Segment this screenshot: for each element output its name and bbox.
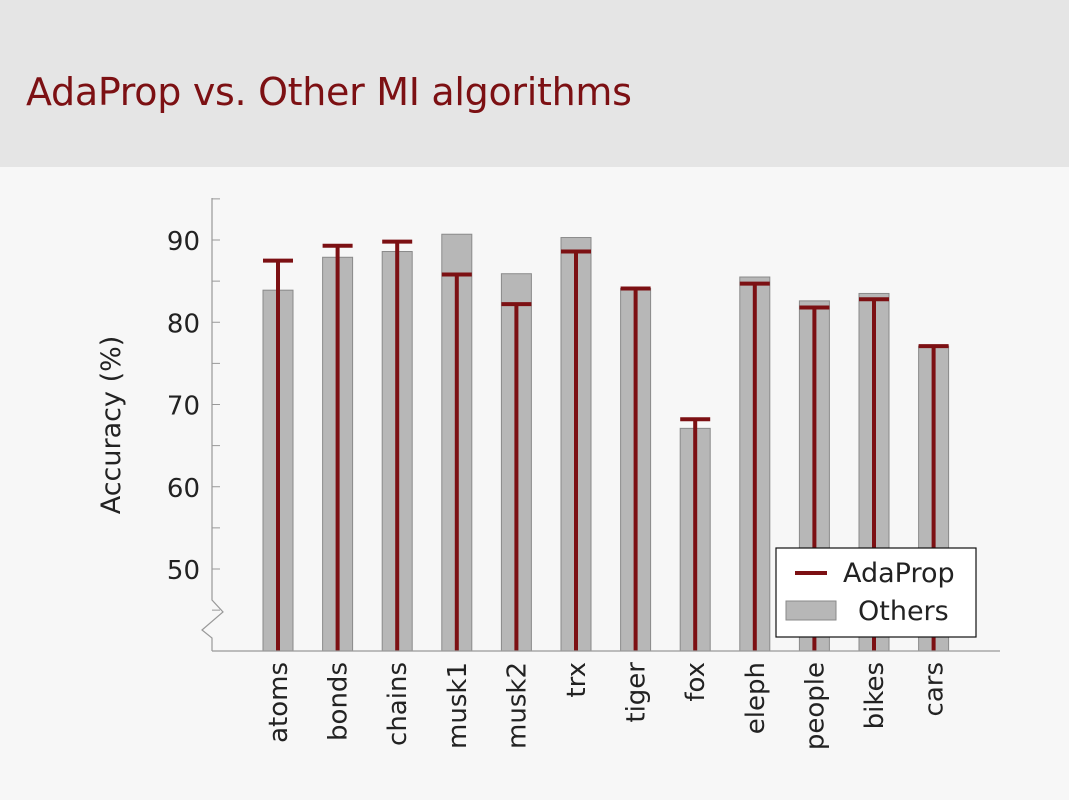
y-tick-label-50: 50 — [167, 556, 200, 586]
adaprop-mark-musk2 — [501, 302, 532, 651]
y-tick-label-80: 80 — [167, 309, 200, 339]
y-tick-label-60: 60 — [167, 474, 200, 504]
x-tick-label-musk2: musk2 — [502, 662, 532, 749]
x-tick-label-bikes: bikes — [860, 662, 890, 729]
legend-adaprop-label: AdaProp — [843, 558, 955, 589]
adaprop-mark-tiger — [620, 286, 651, 651]
x-tick-label-eleph: eleph — [741, 662, 771, 734]
x-tick-label-cars: cars — [920, 662, 950, 716]
axes-layer: 50 60 70 80 90 Accuracy (%) atoms bonds chains mu… — [96, 198, 1000, 750]
x-tick-label-musk1: musk1 — [443, 662, 473, 749]
x-tick-label-tiger: tiger — [622, 662, 652, 723]
x-tick-label-trx: trx — [562, 662, 592, 698]
legend-others-swatch — [785, 600, 837, 621]
y-tick-label-90: 90 — [167, 227, 200, 257]
legend-layer: AdaProp Others — [775, 547, 977, 638]
x-tick-label-fox: fox — [681, 662, 711, 702]
adaprop-mark-fox — [680, 417, 711, 651]
y-axis-line-with-break — [201, 198, 224, 651]
x-tick-label-bonds: bonds — [324, 662, 354, 741]
legend-others-label: Others — [858, 596, 949, 627]
x-tick-label-chains: chains — [383, 662, 413, 746]
x-tick-label-people: people — [800, 662, 830, 750]
adaprop-mark-musk1 — [441, 272, 472, 651]
adaprop-mark-atoms — [263, 258, 293, 651]
slide-header — [0, 0, 1069, 167]
slide-title: AdaProp vs. Other MI algorithms — [26, 70, 632, 114]
legend: AdaProp Others — [775, 547, 977, 638]
adaprop-mark-bonds — [322, 243, 353, 651]
y-tick-label-70: 70 — [167, 392, 200, 422]
x-tick-label-atoms: atoms — [264, 662, 294, 743]
legend-box — [775, 547, 977, 638]
adaprop-mark-trx — [561, 249, 591, 651]
adaprop-mark-chains — [382, 239, 413, 651]
y-axis-label: Accuracy (%) — [96, 336, 127, 515]
adaprop-mark-eleph — [739, 281, 770, 651]
